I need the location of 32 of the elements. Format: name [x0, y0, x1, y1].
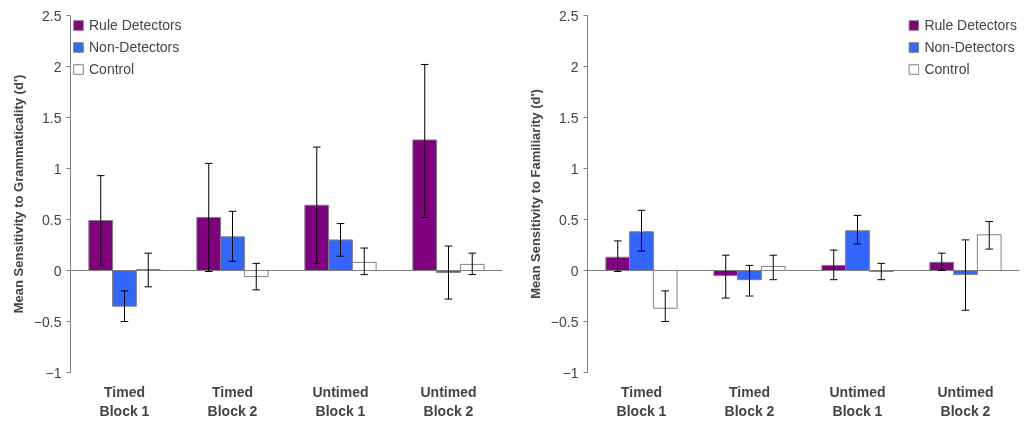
y-tick-label: −0.5	[550, 313, 579, 330]
x-tick-label: Timed Block 2	[724, 383, 775, 419]
y-tick-label: −1	[562, 364, 579, 381]
y-tick-label: −0.5	[33, 313, 62, 330]
y-tick-label: 2	[570, 58, 579, 75]
x-tick-label: Untimed Block 1	[312, 383, 369, 419]
y-tick-label: 1	[53, 160, 62, 177]
y-tick-label: 1.5	[559, 109, 579, 126]
y-tick-label: 0	[570, 262, 579, 279]
legend-label: Rule Detectors	[89, 17, 182, 33]
legend-label: Non-Detectors	[89, 39, 180, 55]
legend-label: Control	[89, 61, 135, 77]
x-tick-label: Timed Block 1	[99, 383, 150, 419]
y-tick-label: 1.5	[42, 109, 62, 126]
x-tick-label: Timed Block 1	[616, 383, 667, 419]
y-tick-label: 1	[570, 160, 579, 177]
y-axis-title: Mean Sensitivity to Familiarity (d')	[527, 89, 543, 299]
y-axis-title: Mean Sensitivity to Grammaticality (d')	[10, 74, 26, 314]
y-tick-label: 2.5	[42, 7, 62, 24]
x-tick-label: Timed Block 2	[207, 383, 258, 419]
x-tick-label: Untimed Block 1	[829, 383, 886, 419]
x-tick-label: Untimed Block 2	[420, 383, 477, 419]
y-tick-label: 0.5	[559, 211, 579, 228]
y-tick-label: 0.5	[42, 211, 62, 228]
y-tick-label: 2.5	[559, 7, 579, 24]
legend-label: Rule Detectors	[924, 17, 1017, 33]
legend-label: Control	[924, 61, 970, 77]
legend-label: Non-Detectors	[924, 39, 1015, 55]
x-tick-label: Untimed Block 2	[937, 383, 994, 419]
y-tick-label: −1	[45, 364, 62, 381]
y-tick-label: 2	[53, 58, 62, 75]
y-tick-label: 0	[53, 262, 62, 279]
